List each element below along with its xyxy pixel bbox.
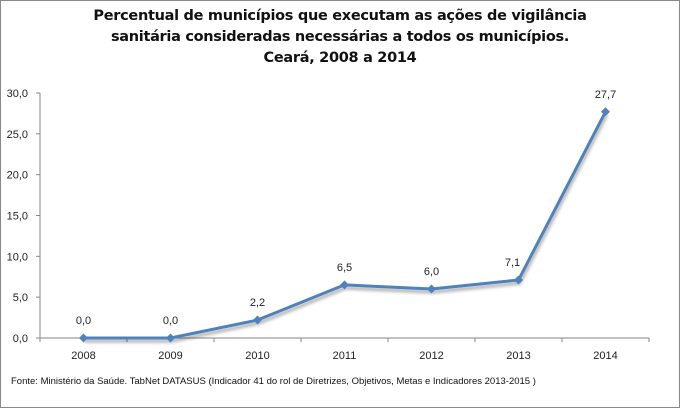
data-point-marker — [253, 315, 262, 325]
data-label: 2,2 — [250, 297, 265, 309]
x-tick-label: 2012 — [419, 350, 443, 362]
data-point-marker — [340, 280, 349, 290]
series-line — [83, 111, 607, 340]
chart-title-line-1: Percentual de municípios que executam as… — [93, 8, 587, 24]
x-tick-label: 2009 — [158, 350, 182, 362]
data-point-marker — [427, 284, 436, 294]
y-tick-label: 10,0 — [7, 251, 28, 263]
series-group — [79, 107, 610, 343]
x-tick-label: 2014 — [593, 350, 617, 362]
chart-title-line-3: Ceará, 2008 a 2014 — [263, 50, 417, 66]
data-label: 27,7 — [595, 89, 616, 101]
y-tick-label: 5,0 — [13, 292, 28, 304]
data-label: 6,0 — [424, 266, 439, 278]
source-note: Fonte: Ministério da Saúde. TabNet DATAS… — [11, 376, 536, 387]
data-point-marker — [166, 333, 175, 343]
x-tick-label: 2013 — [506, 350, 530, 362]
x-tick-label: 2008 — [71, 350, 95, 362]
data-label: 7,1 — [505, 257, 520, 269]
y-tick-label: 20,0 — [7, 170, 28, 182]
data-point-marker — [514, 275, 523, 285]
data-point-marker — [601, 107, 610, 117]
y-tick-label: 15,0 — [7, 211, 28, 223]
chart-title: Percentual de municípios que executam as… — [0, 6, 680, 69]
y-tick-label: 0,0 — [13, 333, 28, 345]
y-tick-label: 30,0 — [7, 88, 28, 100]
data-label: 0,0 — [76, 315, 91, 327]
data-label: 6,5 — [337, 262, 352, 274]
x-tick-label: 2011 — [333, 350, 357, 362]
x-tick-label: 2010 — [245, 350, 269, 362]
chart-title-line-2: sanitária consideradas necessárias a tod… — [110, 29, 570, 45]
data-label: 0,0 — [163, 315, 178, 327]
data-point-marker — [79, 333, 88, 343]
y-tick-label: 25,0 — [7, 129, 28, 141]
labels-group: 0,0 0,0 2,2 6,5 6,0 7,1 27,7 — [76, 89, 616, 327]
axes: 0,0 5,0 10,0 15,0 20,0 25,0 30,0 2008 2009 2010 20… — [7, 88, 650, 362]
